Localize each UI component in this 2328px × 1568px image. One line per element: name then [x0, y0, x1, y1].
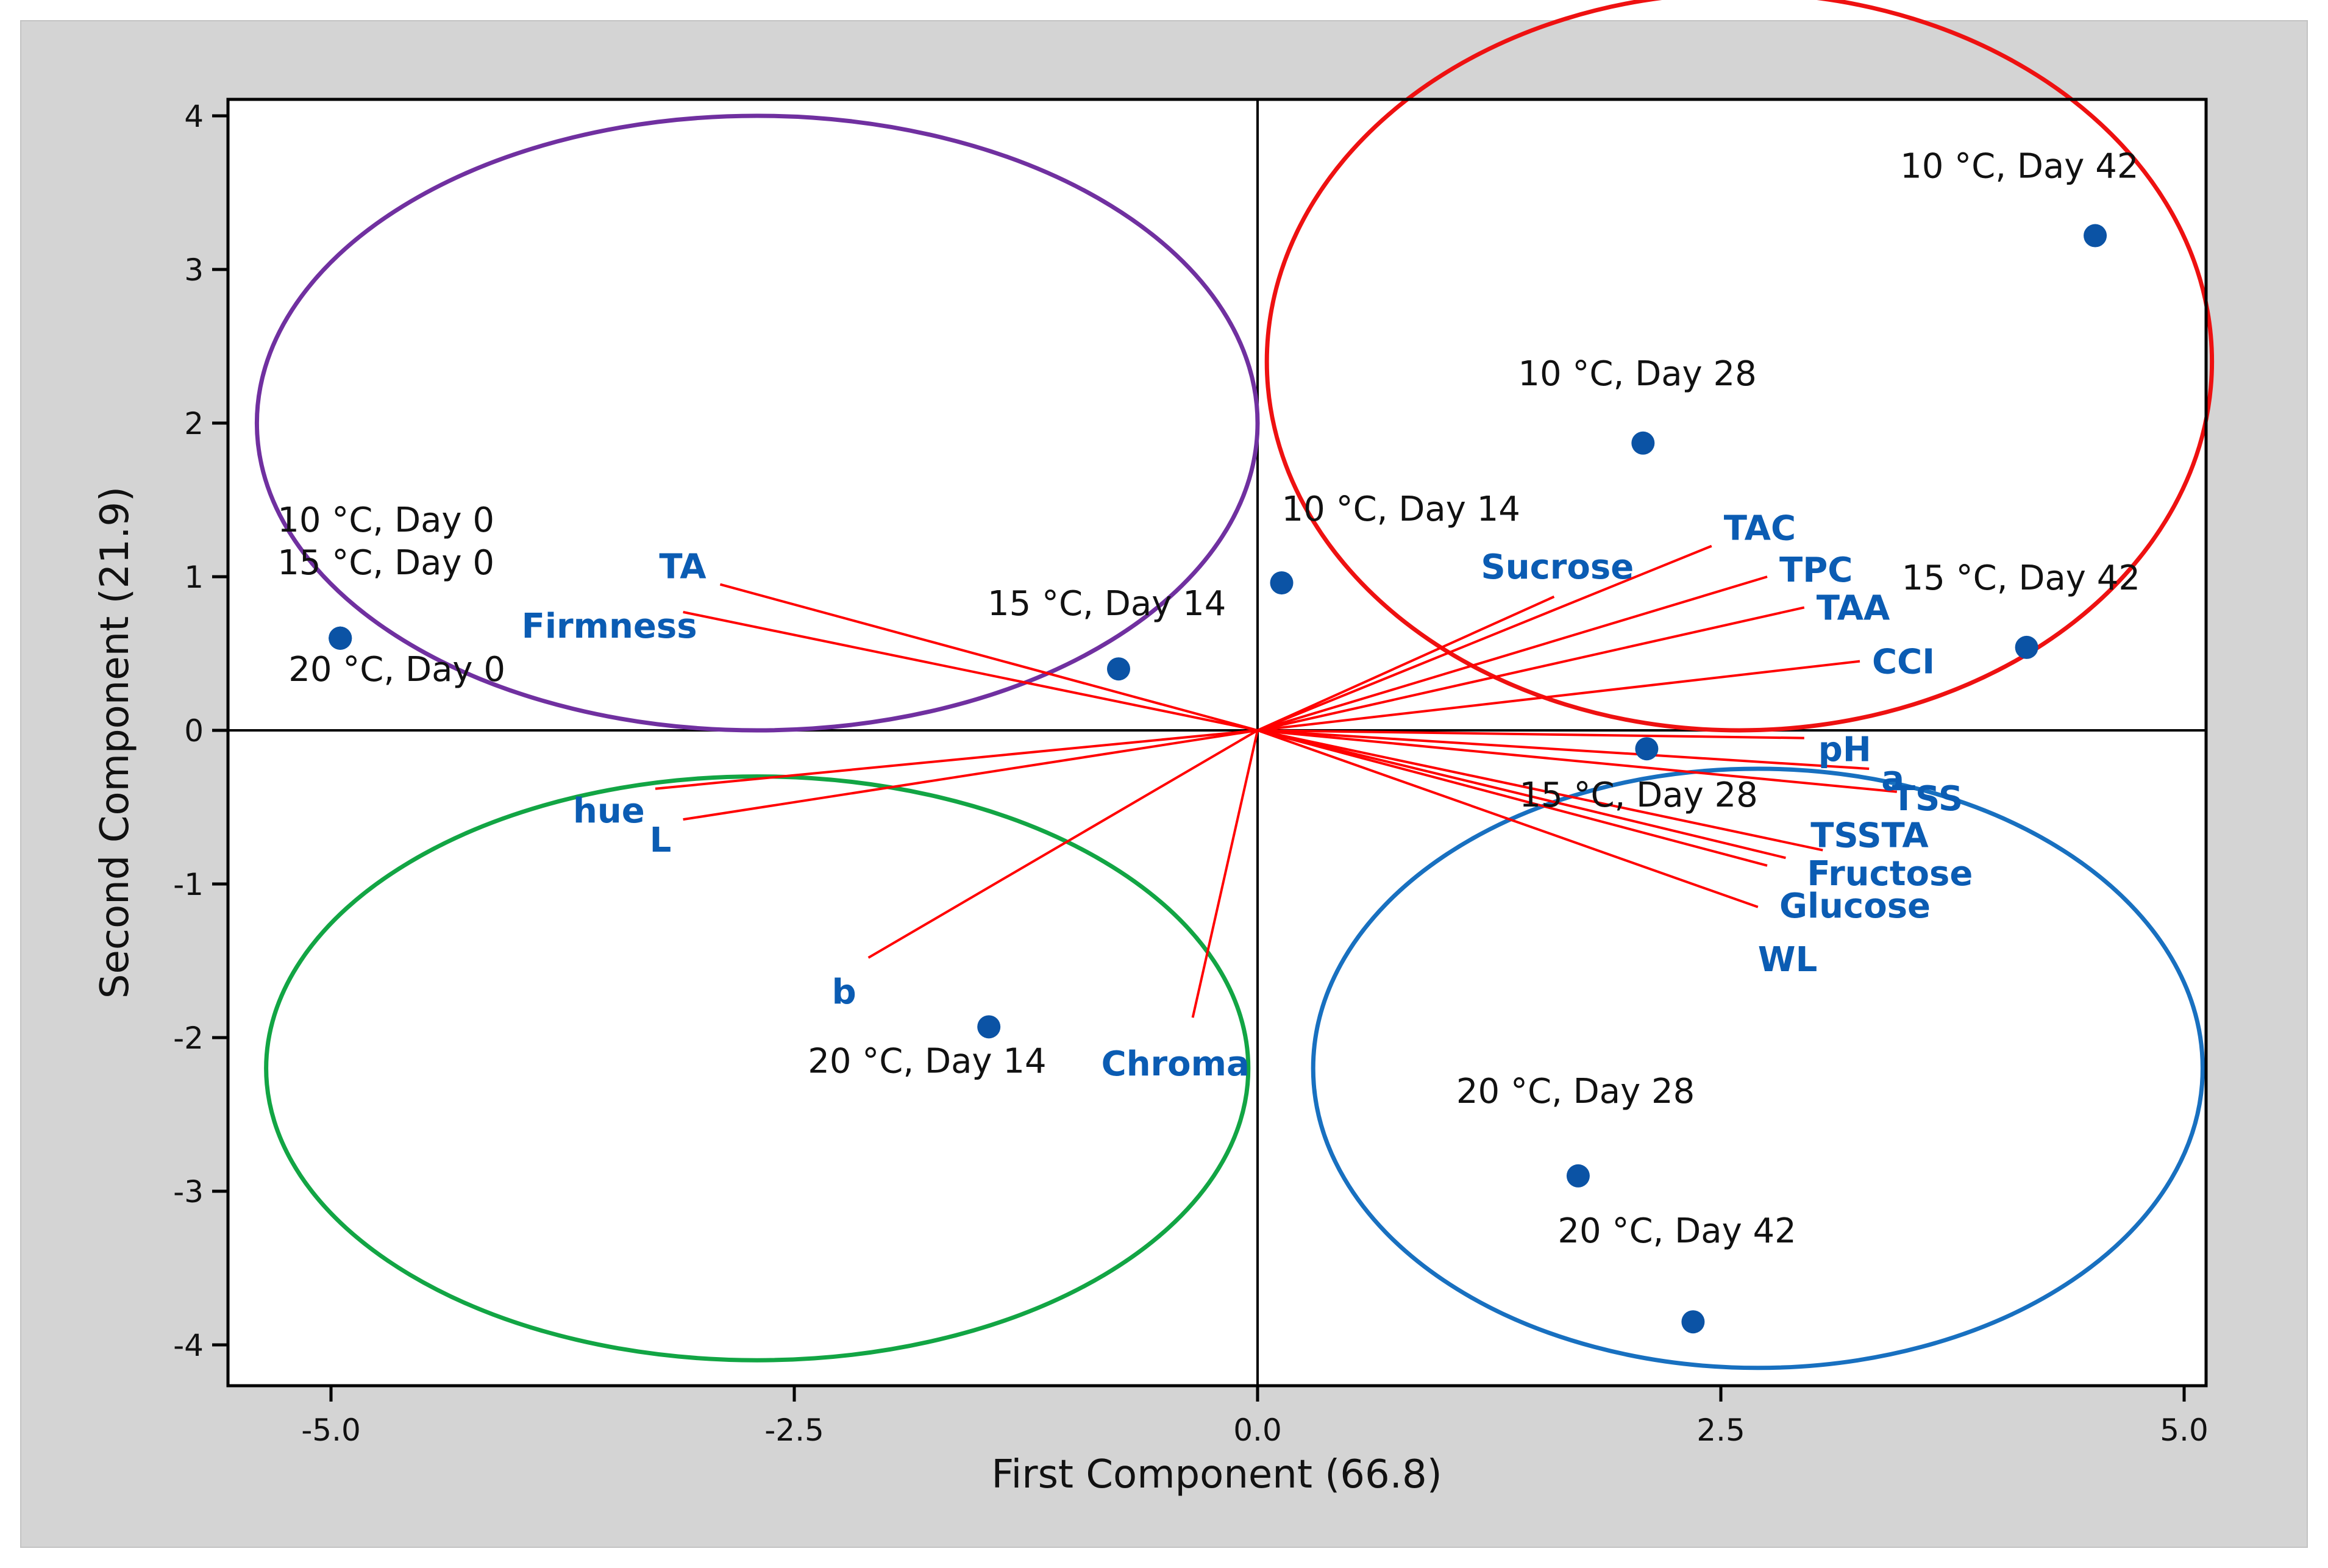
loading-vector-tac — [1257, 544, 1712, 732]
score-point-label-1: 10 °C, Day 0 — [277, 501, 494, 540]
loading-vector-hue — [655, 729, 1258, 790]
x-tick-label-2: -2.5 — [764, 1413, 824, 1448]
y-tick-label-4: -1 — [173, 867, 204, 902]
y-tick-label-6: 1 — [184, 560, 204, 595]
score-points — [329, 224, 2107, 1334]
loading-label-glucose: Glucose — [1779, 886, 1931, 926]
score-point-10 — [977, 1015, 1001, 1039]
loading-label-chroma: Chroma — [1102, 1044, 1250, 1084]
y-tick-label-9: 4 — [184, 99, 204, 134]
blue-group-ellipse — [1311, 766, 2205, 1370]
plot-border — [226, 98, 2208, 1388]
score-point-labels: 10 °C, Day 015 °C, Day 0 20 °C, Day 0 15 °… — [277, 147, 2140, 1252]
loading-vector-glucose — [1257, 729, 1768, 867]
loading-label-wl: WL — [1758, 940, 1817, 980]
y-tick-label-5: 0 — [184, 713, 204, 749]
y-tick-label-3: -2 — [173, 1021, 204, 1056]
score-point-label-2: 15 °C, Day 0 — [277, 543, 494, 583]
loading-vector-ta — [719, 583, 1258, 732]
loading-label-taa: TAA — [1817, 588, 1890, 628]
loading-vector-taa — [1257, 606, 1805, 732]
loading-vector-tss — [1257, 729, 1897, 793]
x-tick-label-3: 0.0 — [1233, 1413, 1282, 1448]
loading-vector-tpc — [1257, 576, 1768, 732]
y-tick-label-7: 2 — [184, 406, 204, 441]
score-point-label-11: 20 °C, Day 28 — [1456, 1072, 1695, 1111]
red-group-ellipse — [1264, 0, 2214, 733]
purple-group-ellipse — [254, 113, 1260, 733]
loading-vector-cci — [1257, 660, 1860, 732]
loading-label-cci: CCI — [1872, 643, 1935, 682]
plot-area — [228, 99, 2206, 1386]
score-point-label-10: 20 °C, Day 14 — [808, 1041, 1046, 1081]
loading-label-tss: TSS — [1892, 779, 1963, 819]
loading-vector-wl — [1257, 729, 1759, 908]
score-point-4 — [1107, 657, 1130, 681]
loading-vector-ph — [1257, 729, 1804, 739]
loading-label-firmness: Firmness — [522, 607, 697, 646]
loading-label-fructose: Fructose — [1807, 854, 1973, 894]
loading-vector-sucrose — [1257, 595, 1555, 732]
loading-label-tac: TAC — [1724, 509, 1796, 549]
x-axis: -5.0 -2.5 0.0 2.5 5.0 — [301, 1386, 2209, 1448]
loading-vector-firmness — [683, 611, 1258, 732]
loading-vector-fructose — [1257, 729, 1786, 860]
score-point-label-7: 10 °C, Day 42 — [1900, 147, 2138, 187]
loading-label-l: L — [650, 821, 672, 860]
green-group-ellipse — [264, 774, 1251, 1363]
score-point-6 — [1631, 431, 1655, 455]
loading-vector-b — [867, 729, 1259, 959]
chart-frame-border — [20, 20, 2308, 1548]
score-point-label-8: 15 °C, Day 42 — [1902, 558, 2140, 598]
loading-label-ph: pH — [1818, 730, 1871, 770]
score-point-label-12: 20 °C, Day 42 — [1557, 1211, 1796, 1251]
loading-vector-tssta — [1257, 729, 1823, 852]
loading-vector-chroma — [1191, 730, 1259, 1018]
x-axis-title: First Component (66.8) — [991, 1452, 1442, 1497]
x-tick-label-1: -5.0 — [301, 1413, 361, 1448]
score-point-3 — [329, 626, 352, 650]
score-point-5 — [1270, 571, 1294, 595]
score-point-label-9: 15 °C, Day 28 — [1519, 775, 1757, 815]
score-point-11 — [1566, 1164, 1590, 1188]
score-point-9 — [1635, 737, 1659, 761]
loading-label-tpc: TPC — [1779, 551, 1853, 590]
loading-label-b: b — [832, 972, 856, 1012]
score-point-label-4: 15 °C, Day 14 — [988, 584, 1226, 624]
score-point-8 — [2015, 635, 2038, 659]
loading-vector-a — [1257, 729, 1870, 770]
loading-vector-l — [683, 729, 1258, 821]
score-point-label-3: 20 °C, Day 0 — [288, 650, 505, 690]
loading-vectors — [655, 544, 1897, 1018]
y-tick-label-2: -3 — [173, 1174, 204, 1210]
loading-label-tssta: TSSTA — [1810, 816, 1929, 856]
score-point-label-6: 10 °C, Day 28 — [1518, 354, 1756, 394]
y-tick-label-8: 3 — [184, 252, 204, 288]
x-tick-label-4: 2.5 — [1696, 1413, 1745, 1448]
loading-label-hue: hue — [573, 791, 645, 831]
score-point-label-5: 10 °C, Day 14 — [1282, 490, 1520, 529]
score-point-12 — [1681, 1310, 1705, 1334]
loading-label-ta: TA — [659, 547, 707, 587]
y-axis-title: Second Component (21.9) — [93, 486, 138, 999]
y-tick-label-1: -4 — [173, 1328, 204, 1363]
zero-reference-lines — [228, 99, 2206, 1386]
loading-label-a: a — [1881, 759, 1904, 799]
score-point-7 — [2084, 224, 2107, 248]
y-axis: -4 -3 -2 -1 0 1 2 3 4 — [173, 99, 228, 1363]
loading-label-sucrose: Sucrose — [1481, 547, 1634, 587]
group-ellipses — [254, 0, 2214, 1370]
x-tick-label-5: 5.0 — [2160, 1413, 2209, 1448]
